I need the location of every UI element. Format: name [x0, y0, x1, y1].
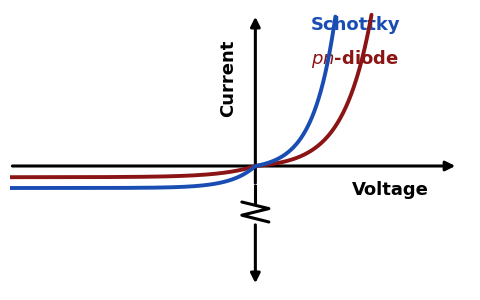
Text: Voltage: Voltage [352, 181, 429, 199]
Text: $\mathit{pn}$-diode: $\mathit{pn}$-diode [311, 48, 399, 70]
Text: Schottky: Schottky [311, 16, 400, 34]
Text: Current: Current [219, 39, 237, 117]
